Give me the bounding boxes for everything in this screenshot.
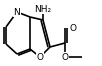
Text: O: O [69,23,76,32]
Text: NH₂: NH₂ [34,4,52,14]
Text: N: N [14,8,20,16]
Text: O: O [62,52,69,62]
Text: O: O [37,52,43,62]
